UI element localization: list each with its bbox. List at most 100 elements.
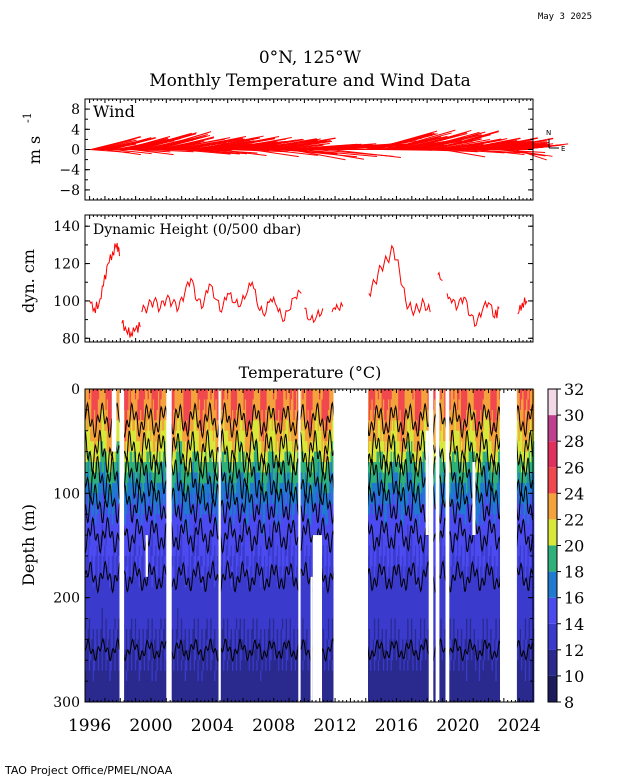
temperature-cell xyxy=(114,524,117,536)
temperature-cell xyxy=(101,545,104,557)
temperature-cell xyxy=(104,597,106,609)
temperature-cell xyxy=(95,587,97,599)
temperature-cell xyxy=(99,451,101,463)
wind-vector xyxy=(165,137,214,150)
temperature-cell xyxy=(91,462,94,473)
temperature-cell xyxy=(90,681,92,692)
temperature-cell xyxy=(115,545,118,557)
temperature-cell xyxy=(113,555,115,567)
temperature-cell xyxy=(88,389,91,400)
wind-y-tick-label: 4 xyxy=(71,122,80,138)
temperature-cell xyxy=(127,389,129,400)
temperature-cell xyxy=(97,629,100,640)
temperature-cell xyxy=(104,524,106,536)
temperature-cell xyxy=(113,649,115,661)
temperature-cell xyxy=(115,389,118,400)
temperature-cell xyxy=(125,597,128,609)
dynamic-height-line xyxy=(446,293,500,328)
wind-y-tick-label: −4 xyxy=(59,163,80,179)
temperature-cell xyxy=(106,639,109,651)
temperature-cell xyxy=(101,681,104,692)
dynamic-height-y-tick-label: 80 xyxy=(62,331,80,347)
temperature-cell xyxy=(114,681,117,692)
temperature-cell xyxy=(106,399,109,411)
wind-vector xyxy=(451,149,505,154)
temperature-cell xyxy=(97,576,100,588)
temperature-cell xyxy=(91,441,94,453)
temperature-cell xyxy=(102,691,105,703)
temperature-cell xyxy=(117,597,119,609)
temperature-cell xyxy=(115,462,118,473)
temperature-cell xyxy=(104,420,106,432)
temperature-cell xyxy=(125,462,128,473)
temperature-cell xyxy=(105,389,108,400)
temperature-cell xyxy=(117,389,119,400)
temperature-cell xyxy=(101,493,104,505)
temperature-cell xyxy=(118,409,120,421)
temperature-cell xyxy=(115,503,118,515)
temperature-cell xyxy=(102,660,105,672)
temperature-cell xyxy=(95,639,97,651)
temperature-cell xyxy=(87,503,90,515)
dynamic-height-y-tick-label: 100 xyxy=(53,294,80,310)
temperature-cell xyxy=(86,670,89,682)
temperature-cell xyxy=(97,555,100,567)
temperature-cell xyxy=(87,649,90,661)
temperature-cell xyxy=(115,670,118,682)
wind-vector xyxy=(389,132,452,150)
temperature-cell xyxy=(95,555,97,567)
temperature-cell xyxy=(102,608,105,619)
temperature-cell xyxy=(99,399,101,411)
temperature-cell xyxy=(86,566,89,578)
temperature-cell xyxy=(99,409,101,421)
wind-vector xyxy=(140,133,197,150)
temperature-cell xyxy=(115,524,118,536)
temperature-cell xyxy=(104,430,106,442)
temperature-cell xyxy=(96,576,99,588)
temperature-cell xyxy=(109,545,112,557)
temperature-cell xyxy=(124,524,127,536)
temperature-cell xyxy=(97,482,100,494)
temperature-cell xyxy=(85,555,87,567)
temperature-cell xyxy=(86,420,89,432)
temperature-cell xyxy=(93,566,96,578)
temperature-cell xyxy=(91,587,94,599)
temperature-cell xyxy=(97,409,100,421)
temperature-cell xyxy=(97,691,100,703)
temperature-cell xyxy=(85,618,87,630)
temperature-cell xyxy=(104,399,106,411)
compass-rose: N E xyxy=(546,129,565,153)
temperature-cell xyxy=(90,670,92,682)
temperature-cell xyxy=(101,451,104,463)
temperature-cell xyxy=(111,566,114,578)
temperature-cell xyxy=(123,691,126,703)
temperature-cell xyxy=(123,629,126,640)
temperature-cell xyxy=(113,545,115,557)
temperature-cell xyxy=(106,566,109,578)
temperature-cell xyxy=(91,639,94,651)
temperature-cell xyxy=(88,451,91,463)
temperature-cell xyxy=(104,691,106,703)
temperature-cell xyxy=(85,681,87,692)
temperature-cell xyxy=(104,545,106,557)
temperature-cell xyxy=(123,451,126,463)
temperature-cell xyxy=(100,493,103,505)
temperature-cell xyxy=(108,608,110,619)
temperature-cell xyxy=(92,545,95,557)
temperature-cell xyxy=(102,555,105,567)
temperature-cell xyxy=(99,420,101,432)
temperature-cell xyxy=(114,597,117,609)
temperature-cell xyxy=(93,545,96,557)
temperature-cell xyxy=(93,649,96,661)
temperature-cell xyxy=(92,430,95,442)
wind-vector xyxy=(434,131,499,150)
temperature-cell xyxy=(125,472,128,484)
wind-vector xyxy=(193,149,248,155)
wind-vector xyxy=(250,149,299,158)
temperature-cell xyxy=(114,629,117,640)
temperature-cell xyxy=(118,420,120,432)
temperature-cell xyxy=(105,618,108,630)
temperature-cell xyxy=(110,399,113,411)
temperature-cell xyxy=(117,660,119,672)
temperature-cell xyxy=(101,649,104,661)
